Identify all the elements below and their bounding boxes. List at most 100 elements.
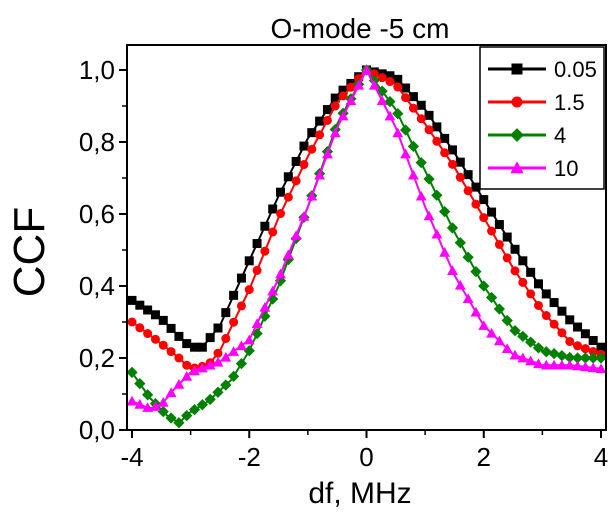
data-point (259, 301, 271, 312)
data-point (212, 356, 224, 367)
data-point (588, 347, 598, 357)
data-point (283, 172, 293, 182)
data-point (236, 273, 246, 283)
data-point (501, 314, 513, 327)
data-point (126, 395, 138, 406)
data-point (291, 176, 301, 186)
series-4 (126, 64, 607, 429)
legend-item-10: 10 (488, 156, 578, 181)
data-point (587, 362, 599, 373)
data-point (517, 352, 529, 363)
data-point (329, 127, 341, 138)
data-point (447, 159, 457, 169)
data-point (501, 343, 513, 353)
data-point (338, 85, 348, 95)
data-point (135, 300, 145, 310)
data-point (399, 124, 412, 136)
y-tick-label: 0,2 (79, 343, 115, 373)
data-point (478, 280, 490, 292)
data-point (174, 331, 184, 341)
data-point (283, 192, 293, 202)
data-point (243, 345, 255, 357)
data-point (306, 190, 318, 201)
data-point (439, 247, 451, 257)
data-point (235, 357, 248, 370)
x-tick-label: 0 (359, 442, 373, 472)
data-point (580, 329, 590, 339)
data-point (423, 173, 435, 185)
data-point (291, 156, 301, 166)
data-point (494, 239, 504, 249)
legend: 0.05 1.5 4 10 (479, 46, 605, 190)
data-point (455, 172, 465, 182)
data-point (565, 336, 575, 346)
data-point (579, 352, 591, 364)
data-point (541, 289, 551, 299)
data-point (447, 265, 458, 275)
legend-marker (511, 63, 523, 75)
data-point (196, 399, 208, 411)
data-point (127, 295, 137, 305)
data-point (408, 92, 418, 102)
data-point (315, 116, 325, 126)
data-point (596, 342, 606, 352)
data-point (165, 387, 177, 398)
data-point (330, 93, 340, 103)
data-point (353, 79, 365, 90)
data-point (439, 205, 451, 218)
data-point (408, 103, 418, 113)
data-point (220, 379, 232, 391)
data-point (134, 377, 146, 390)
data-point (518, 256, 528, 266)
data-point (431, 228, 443, 239)
data-point (189, 365, 200, 376)
data-point (587, 352, 599, 364)
data-point (143, 305, 153, 315)
data-point (142, 402, 154, 412)
data-point (509, 325, 521, 337)
data-point (392, 108, 404, 120)
legend-label: 10 (554, 156, 578, 181)
data-point (415, 157, 427, 169)
data-point (564, 351, 576, 364)
legend-label: 0.05 (554, 57, 597, 82)
data-point (446, 222, 459, 234)
data-point (549, 298, 559, 308)
data-point (509, 349, 521, 360)
data-point (401, 93, 411, 103)
data-point (338, 91, 348, 101)
data-point (525, 336, 537, 348)
data-point (526, 289, 536, 299)
data-point (181, 371, 193, 381)
data-point (290, 230, 302, 240)
legend-label: 4 (554, 123, 566, 148)
data-point (299, 160, 309, 170)
data-point (299, 141, 309, 151)
data-point (197, 342, 207, 352)
data-point (314, 169, 325, 180)
data-point (431, 189, 443, 201)
data-point (150, 334, 160, 344)
data-point (565, 315, 575, 325)
data-point (368, 79, 380, 90)
data-point (252, 239, 262, 249)
data-point (298, 211, 310, 221)
data-point (376, 95, 388, 106)
data-point (212, 386, 224, 398)
data-point (221, 308, 231, 318)
data-point (345, 95, 357, 106)
data-point (205, 333, 215, 343)
data-point (393, 82, 403, 92)
legend-marker (510, 161, 524, 174)
data-point (540, 359, 552, 370)
data-point (282, 249, 294, 260)
data-point (407, 140, 420, 152)
data-point (361, 64, 372, 75)
data-point (142, 389, 154, 401)
data-point (204, 359, 216, 370)
data-point (330, 101, 340, 111)
data-point (213, 348, 223, 358)
data-point (556, 349, 568, 362)
data-point (432, 136, 442, 146)
data-point (557, 328, 567, 338)
